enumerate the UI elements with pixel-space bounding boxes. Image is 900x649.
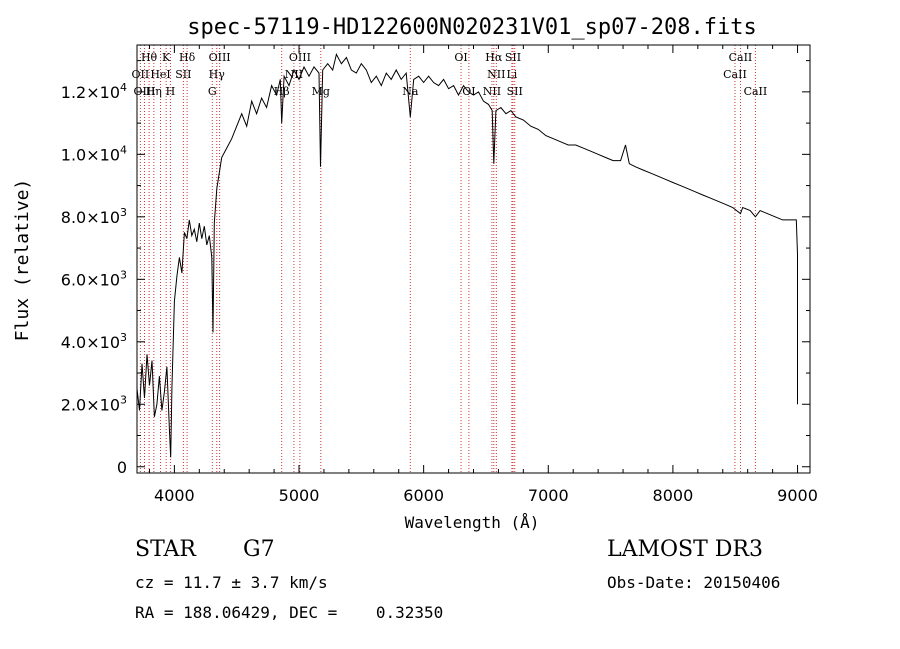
spectral-line-label: OIII xyxy=(289,51,311,64)
spectral-line-label: SII xyxy=(507,85,523,98)
y-tick-mantissa: 6.0×10 xyxy=(61,270,120,289)
y-tick-label: 4.0×103 xyxy=(61,331,127,352)
spectral-line-markers xyxy=(139,45,756,473)
spectral-line-label: OIII xyxy=(209,51,231,64)
spectral-line-label: OII xyxy=(132,68,150,81)
coordinates-text: RA = 188.06429, DEC = 0.32350 xyxy=(135,603,444,622)
spectral-line-label: CaII xyxy=(729,51,753,64)
spectral-line-label: CaII xyxy=(723,68,747,81)
y-tick-mantissa: 8.0×10 xyxy=(61,208,120,227)
y-tick-mantissa: 2.0×10 xyxy=(61,395,120,414)
spectral-line-label: Hα xyxy=(485,51,503,64)
spectral-line-label: H xyxy=(166,85,176,98)
spectral-line-label: Hγ xyxy=(209,68,226,81)
y-tick-label: 2.0×103 xyxy=(61,393,127,414)
spectral-line-label: CaII xyxy=(744,85,768,98)
spectral-line-label: HeI xyxy=(150,68,170,81)
y-tick-exponent: 3 xyxy=(120,206,127,219)
x-tick-label: 4000 xyxy=(154,486,195,505)
object-subclass: G7 xyxy=(243,537,275,562)
survey-label: LAMOST DR3 xyxy=(607,537,763,562)
spectral-line-label: NII xyxy=(487,68,505,81)
spectral-line-label: K xyxy=(162,51,171,64)
y-tick-mantissa: 1.0×10 xyxy=(61,145,120,164)
y-tick-exponent: 3 xyxy=(120,268,127,281)
y-tick-exponent: 3 xyxy=(120,393,127,406)
spectrum-line xyxy=(136,53,798,458)
y-tick-label: 1.0×104 xyxy=(61,143,127,164)
object-class: STAR xyxy=(135,537,196,562)
y-tick-mantissa: 0 xyxy=(117,458,127,477)
spectral-line-label: NII xyxy=(483,85,501,98)
spectral-line-label: Hδ xyxy=(179,51,196,64)
spectral-line-label: Hβ xyxy=(274,85,290,98)
y-tick-exponent: 3 xyxy=(120,331,127,344)
y-axis-label: Flux (relative) xyxy=(12,179,33,342)
y-tick-exponent: 4 xyxy=(120,81,127,94)
x-tick-label: 8000 xyxy=(653,486,694,505)
spectral-line-label: G xyxy=(208,85,217,98)
y-tick-label: 8.0×103 xyxy=(61,206,127,227)
spectral-line-label: SII xyxy=(175,68,191,81)
x-tick-label: 9000 xyxy=(777,486,818,505)
y-tick-exponent: 4 xyxy=(120,143,127,156)
spectral-line-label: SII xyxy=(505,51,521,64)
spectral-line-label: Li xyxy=(506,68,517,81)
spectral-line-label: Mg xyxy=(312,85,330,98)
x-axis-label: Wavelength (Å) xyxy=(405,513,540,532)
x-tick-label: 5000 xyxy=(279,486,320,505)
spectral-line-label: Hη xyxy=(146,85,162,98)
plot-frame xyxy=(136,44,811,474)
spectral-line-label: Hθ xyxy=(141,51,158,64)
y-tick-mantissa: 4.0×10 xyxy=(61,333,120,352)
y-tick-label: 0 xyxy=(117,458,127,477)
spectral-line-label: OI xyxy=(454,51,467,64)
x-axis-ticks: 4000 5000 6000 7000 8000 9000 xyxy=(148,45,818,505)
obs-date-text: Obs-Date: 20150406 xyxy=(607,573,781,592)
x-tick-label: 7000 xyxy=(528,486,569,505)
chart-title: spec-57119-HD122600N020231V01_sp07-208.f… xyxy=(187,15,757,40)
spectral-line-label: Na xyxy=(402,85,419,98)
y-tick-mantissa: 1.2×10 xyxy=(61,83,120,102)
x-tick-label: 6000 xyxy=(403,486,444,505)
y-axis-ticks: 02.0×1034.0×1036.0×1038.0×1031.0×1041.2×… xyxy=(61,60,810,477)
redshift-text: cz = 11.7 ± 3.7 km/s xyxy=(135,573,328,592)
y-tick-label: 6.0×103 xyxy=(61,268,127,289)
y-tick-label: 1.2×104 xyxy=(61,81,127,102)
